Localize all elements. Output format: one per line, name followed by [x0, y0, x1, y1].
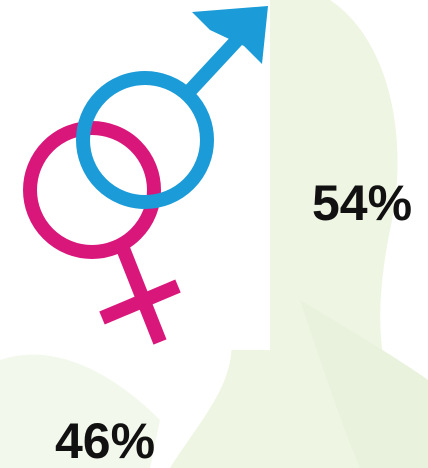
female-symbol: [23, 121, 181, 345]
female-percentage: 46%: [55, 413, 155, 468]
background-shape: [300, 300, 428, 468]
male-percentage: 54%: [312, 175, 412, 231]
background-shape: [0, 354, 160, 468]
male-symbol: [76, 6, 268, 209]
